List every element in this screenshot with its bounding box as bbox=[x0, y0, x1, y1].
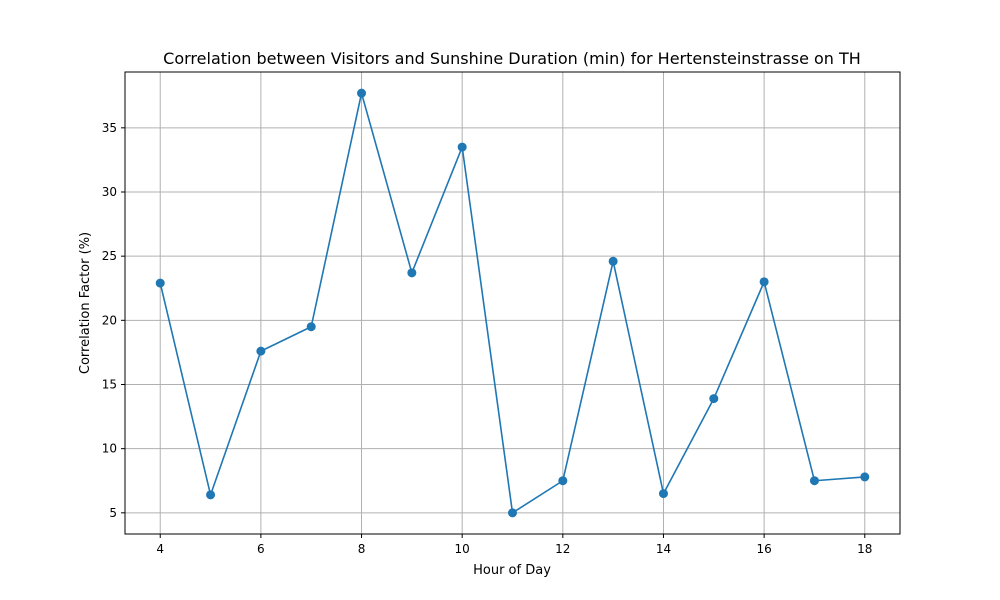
y-tick-label: 15 bbox=[102, 377, 117, 391]
data-point bbox=[508, 508, 517, 518]
data-point bbox=[155, 278, 165, 288]
x-tick-label: 16 bbox=[756, 542, 771, 556]
data-point bbox=[809, 476, 819, 486]
y-tick-label: 20 bbox=[102, 313, 117, 327]
x-tick-label: 4 bbox=[156, 542, 164, 556]
y-axis-ticks: 5 10 15 20 25 30 35 bbox=[102, 121, 125, 520]
series-line bbox=[159, 92, 865, 514]
data-point bbox=[357, 88, 367, 98]
grid bbox=[125, 72, 900, 534]
x-tick-label: 12 bbox=[555, 542, 570, 556]
x-axis-label: Hour of Day bbox=[473, 563, 551, 578]
y-tick-label: 10 bbox=[102, 442, 117, 456]
x-tick-label: 8 bbox=[358, 542, 366, 556]
series-group bbox=[155, 88, 870, 518]
data-point bbox=[658, 489, 668, 499]
y-tick-label: 25 bbox=[102, 249, 117, 263]
x-tick-label: 6 bbox=[257, 542, 265, 556]
data-point bbox=[759, 277, 769, 287]
data-point bbox=[860, 472, 870, 482]
data-point bbox=[608, 256, 618, 266]
y-tick-label: 30 bbox=[102, 185, 117, 199]
chart-title: Correlation between Visitors and Sunshin… bbox=[163, 49, 861, 68]
data-point bbox=[558, 476, 568, 486]
y-tick-label: 35 bbox=[102, 121, 117, 135]
plot-frame bbox=[124, 71, 901, 535]
data-point bbox=[407, 268, 417, 278]
data-point bbox=[256, 346, 266, 356]
y-tick-label: 5 bbox=[109, 506, 117, 520]
x-tick-label: 18 bbox=[857, 542, 872, 556]
x-tick-label: 14 bbox=[656, 542, 671, 556]
x-axis-ticks: 4 6 8 10 12 14 16 18 bbox=[156, 534, 872, 556]
data-point bbox=[206, 490, 216, 500]
data-point bbox=[457, 142, 467, 152]
x-tick-label: 10 bbox=[455, 542, 470, 556]
data-point bbox=[306, 322, 316, 332]
y-axis-label: Correlation Factor (%) bbox=[78, 232, 93, 374]
data-point bbox=[709, 394, 719, 404]
